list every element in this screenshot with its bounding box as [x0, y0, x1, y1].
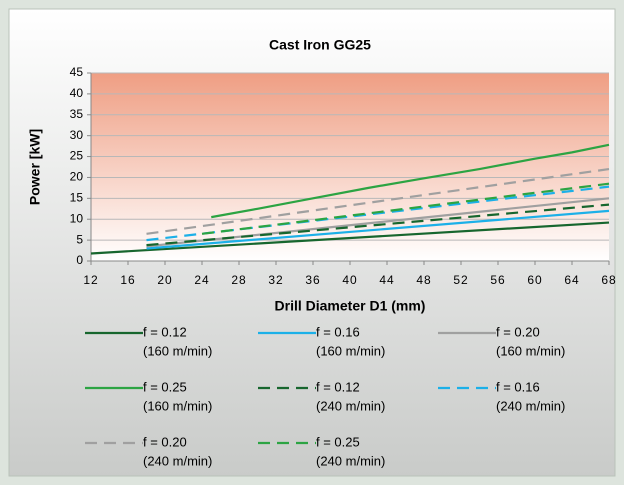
y-tick-label: 0 [76, 253, 83, 267]
x-tick-label: 20 [157, 273, 172, 287]
legend-sublabel: (240 m/min) [316, 398, 385, 413]
x-tick-label: 64 [564, 273, 579, 287]
y-tick-label: 30 [70, 128, 84, 142]
legend-label: f = 0.20 [143, 434, 187, 449]
legend-sublabel: (160 m/min) [316, 343, 385, 358]
x-tick-label: 32 [268, 273, 283, 287]
series-line [90, 221, 610, 255]
y-axis-label: Power [kW] [27, 129, 43, 205]
x-tick-label: 44 [379, 273, 394, 287]
legend-label: f = 0.25 [143, 379, 187, 394]
x-tick-label: 56 [490, 273, 505, 287]
x-tick-label: 48 [416, 273, 431, 287]
legend-sublabel: (240 m/min) [496, 398, 565, 413]
chart-title: Cast Iron GG25 [269, 37, 371, 53]
y-tick-label: 5 [76, 232, 83, 246]
series-line [146, 167, 610, 235]
x-tick-label: 52 [453, 273, 468, 287]
y-tick-label: 10 [70, 211, 84, 225]
series-line [146, 203, 610, 247]
series-line [211, 143, 610, 219]
x-tick-label: 40 [342, 273, 357, 287]
legend-label: f = 0.16 [316, 324, 360, 339]
x-tick-label: 24 [194, 273, 209, 287]
x-axis-label: Drill Diameter D1 (mm) [275, 298, 426, 314]
legend-sublabel: (240 m/min) [316, 453, 385, 468]
x-tick-label: 16 [120, 273, 135, 287]
legend-label: f = 0.25 [316, 434, 360, 449]
legend-label: f = 0.20 [496, 324, 540, 339]
plot-area [91, 73, 609, 261]
x-tick-label: 28 [231, 273, 246, 287]
legend-sublabel: (240 m/min) [143, 453, 212, 468]
legend-sublabel: (160 m/min) [143, 398, 212, 413]
x-tick-label: 60 [527, 273, 542, 287]
legend-label: f = 0.12 [316, 379, 360, 394]
y-tick-label: 45 [70, 65, 84, 79]
y-tick-label: 20 [70, 170, 84, 184]
legend-label: f = 0.16 [496, 379, 540, 394]
y-tick-label: 15 [70, 191, 84, 205]
y-tick-label: 25 [70, 149, 84, 163]
x-tick-label: 12 [83, 273, 98, 287]
x-tick-label: 36 [305, 273, 320, 287]
series-line [146, 209, 610, 250]
legend-label: f = 0.12 [143, 324, 187, 339]
y-tick-label: 35 [70, 107, 84, 121]
x-tick-label: 68 [601, 273, 616, 287]
legend-sublabel: (160 m/min) [143, 343, 212, 358]
y-tick-label: 40 [70, 86, 84, 100]
legend-sublabel: (160 m/min) [496, 343, 565, 358]
series-line [201, 182, 610, 235]
